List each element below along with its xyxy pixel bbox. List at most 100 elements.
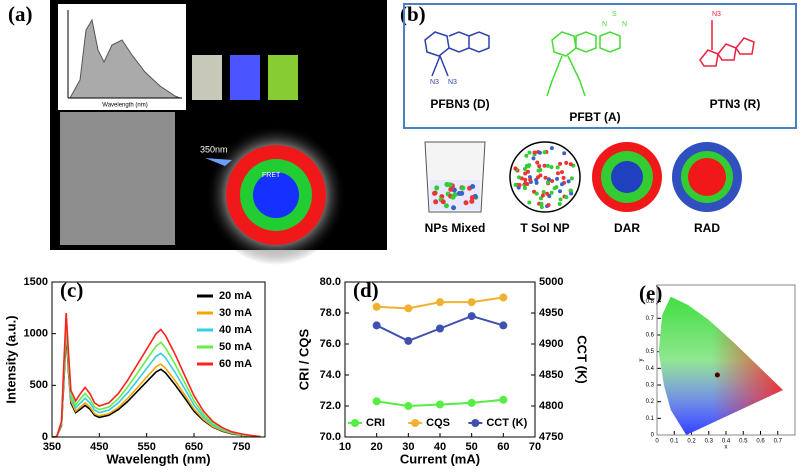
dot	[546, 203, 551, 208]
dot	[532, 150, 537, 155]
dot	[522, 166, 527, 171]
particle-label: DAR	[614, 221, 640, 235]
dot	[566, 179, 571, 184]
dot	[470, 184, 476, 190]
polymer-label: PTN3 (R)	[710, 97, 761, 111]
arrow	[205, 158, 232, 166]
y-tick-label: 78.0	[320, 307, 341, 319]
dot	[517, 175, 522, 180]
y-tick-label: 500	[30, 379, 48, 391]
y-tick-label: 0.2	[646, 399, 655, 405]
dot	[448, 186, 454, 192]
y-tick-label: 0.1	[646, 416, 655, 422]
gamut	[658, 296, 783, 435]
excitation-label: 350nm	[200, 144, 228, 154]
dot	[527, 150, 532, 155]
marker	[372, 397, 381, 406]
legend-label: 40 mA	[219, 324, 252, 336]
x-tick-label: 50	[466, 441, 478, 453]
legend-swatch	[351, 419, 359, 427]
atom-label: N	[602, 21, 607, 28]
ring	[253, 172, 299, 218]
dot	[538, 196, 543, 201]
marker	[372, 321, 381, 330]
x-tick-label: 10	[339, 441, 351, 453]
dot	[537, 150, 542, 155]
particle-label: NPs Mixed	[425, 221, 486, 235]
y2-tick-label: 4800	[539, 400, 563, 412]
dot	[450, 194, 456, 200]
plot-frame	[656, 284, 796, 436]
plot-frame	[344, 281, 536, 438]
x-tick-label: 450	[90, 441, 108, 453]
x-tick-label: 40	[434, 441, 446, 453]
dot	[443, 203, 449, 209]
dot	[440, 199, 446, 205]
dot	[527, 200, 532, 205]
dot	[555, 171, 560, 176]
dot	[545, 191, 550, 196]
x-tick-label: 650	[185, 441, 203, 453]
marker	[436, 400, 444, 409]
y-tick-label: 1000	[24, 328, 48, 340]
y-tick-label: 70.0	[320, 431, 341, 443]
dot	[558, 161, 563, 166]
dot	[557, 202, 562, 207]
marker	[404, 336, 413, 345]
particle-label: RAD	[694, 221, 720, 235]
y-tick-label: 0.6	[646, 333, 655, 339]
dot	[528, 177, 533, 182]
y-tick-label: 80.0	[320, 276, 341, 288]
chromaticity-point	[714, 372, 720, 378]
gamut-fill	[658, 296, 783, 435]
marker	[467, 312, 476, 321]
y-tick-label: 0	[651, 433, 655, 439]
series-line	[51, 312, 261, 438]
dot	[451, 205, 457, 211]
y2-tick-label: 4850	[539, 369, 563, 381]
x-tick-label: 0	[655, 439, 659, 445]
dot	[523, 171, 528, 176]
panel-label: (d)	[353, 278, 379, 302]
marker	[436, 298, 444, 307]
inset-spectrum	[69, 18, 181, 99]
y-tick-label: 0.8	[646, 299, 655, 305]
marker	[404, 402, 413, 410]
plot-frame	[51, 281, 266, 438]
dot	[469, 198, 475, 204]
dot	[456, 190, 462, 196]
marker	[499, 395, 508, 404]
marker	[499, 293, 508, 302]
polymer-label: PFBN3 (D)	[430, 97, 489, 111]
x-tick-label: 0.2	[687, 439, 696, 445]
dot	[542, 150, 547, 155]
vial	[268, 55, 298, 100]
dot	[433, 199, 439, 205]
y2-axis-label: CCT (K)	[575, 335, 590, 383]
dot	[541, 190, 546, 195]
x-tick-label: 350	[43, 441, 61, 453]
dot	[539, 205, 544, 210]
legend-label: CRI	[366, 417, 385, 429]
dot	[534, 191, 539, 196]
dot	[447, 182, 453, 188]
rad	[688, 158, 726, 196]
marker	[404, 304, 413, 313]
y-axis-label: Intensity (a.u.)	[3, 315, 18, 403]
dot	[524, 153, 529, 158]
dot	[469, 195, 475, 201]
x-axis-label: x	[725, 445, 728, 451]
dot	[560, 182, 565, 187]
dot	[513, 182, 518, 187]
dot	[561, 175, 566, 180]
dot	[513, 166, 518, 171]
x-tick-label: 750	[232, 441, 250, 453]
dot	[460, 185, 466, 191]
dot	[549, 190, 554, 195]
dot	[550, 179, 555, 184]
structures-box	[403, 3, 797, 129]
y2-tick-label: 4950	[539, 307, 563, 319]
dot	[568, 162, 573, 167]
dot	[463, 200, 469, 206]
dot	[525, 182, 530, 187]
